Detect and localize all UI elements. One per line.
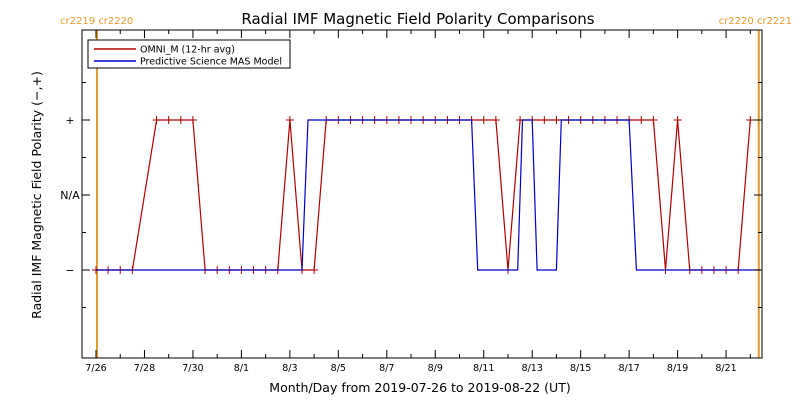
data-point — [491, 116, 500, 124]
plot-frame — [81, 29, 763, 359]
data-point — [479, 116, 488, 124]
legend: OMNI_M (12-hr avg) Predictive Science MA… — [87, 39, 291, 69]
data-point — [673, 116, 682, 124]
data-point — [310, 266, 319, 274]
y-tick-label: − — [65, 264, 74, 277]
x-tick-label: 7/26 — [85, 363, 106, 374]
carrington-label-right: cr2220 cr2221 — [719, 16, 792, 27]
x-tick-label: 8/19 — [667, 363, 688, 374]
data-point — [164, 116, 173, 124]
y-tick-label: N/A — [60, 189, 80, 202]
data-point — [649, 116, 658, 124]
x-tick-label: 8/9 — [428, 363, 443, 374]
x-tick-label: 8/17 — [618, 363, 639, 374]
y-tick-label: + — [65, 114, 74, 127]
x-tick-label: 8/1 — [234, 363, 249, 374]
legend-box — [87, 39, 291, 69]
axes: 7/26 7/28 7/30 8/1 8/3 8/5 8/7 8/9 8/11 8/13 8/15 8… — [60, 30, 762, 374]
legend-label-omni: OMNI_M (12-hr avg) — [140, 45, 235, 56]
x-tick-label: 8/11 — [473, 363, 494, 374]
data-point — [552, 116, 561, 124]
x-tick-label: 8/3 — [282, 363, 297, 374]
x-tick-label: 8/21 — [715, 363, 736, 374]
series-line-mas — [96, 119, 760, 271]
chart-title: Radial IMF Magnetic Field Polarity Compa… — [241, 10, 594, 28]
legend-label-mas: Predictive Science MAS Model — [140, 57, 282, 68]
data-point — [285, 116, 294, 124]
carrington-label-left: cr2219 cr2220 — [60, 16, 133, 27]
x-tick-label: 8/13 — [522, 363, 543, 374]
y-axis-label: Radial IMF Magnetic Field Polarity (−,+) — [29, 71, 44, 319]
data-point — [637, 116, 646, 124]
data-point — [540, 116, 549, 124]
x-tick-label: 8/5 — [331, 363, 346, 374]
x-tick-label: 8/15 — [570, 363, 591, 374]
x-tick-label: 8/7 — [379, 363, 394, 374]
data-point — [176, 116, 185, 124]
series-line-omni — [96, 119, 751, 271]
x-axis-label: Month/Day from 2019-07-26 to 2019-08-22 … — [269, 380, 570, 395]
x-tick-label: 7/28 — [134, 363, 155, 374]
plot-area — [92, 30, 760, 358]
data-point — [746, 116, 755, 124]
data-point — [152, 116, 161, 124]
x-tick-label: 7/30 — [182, 363, 203, 374]
data-point — [188, 116, 197, 124]
